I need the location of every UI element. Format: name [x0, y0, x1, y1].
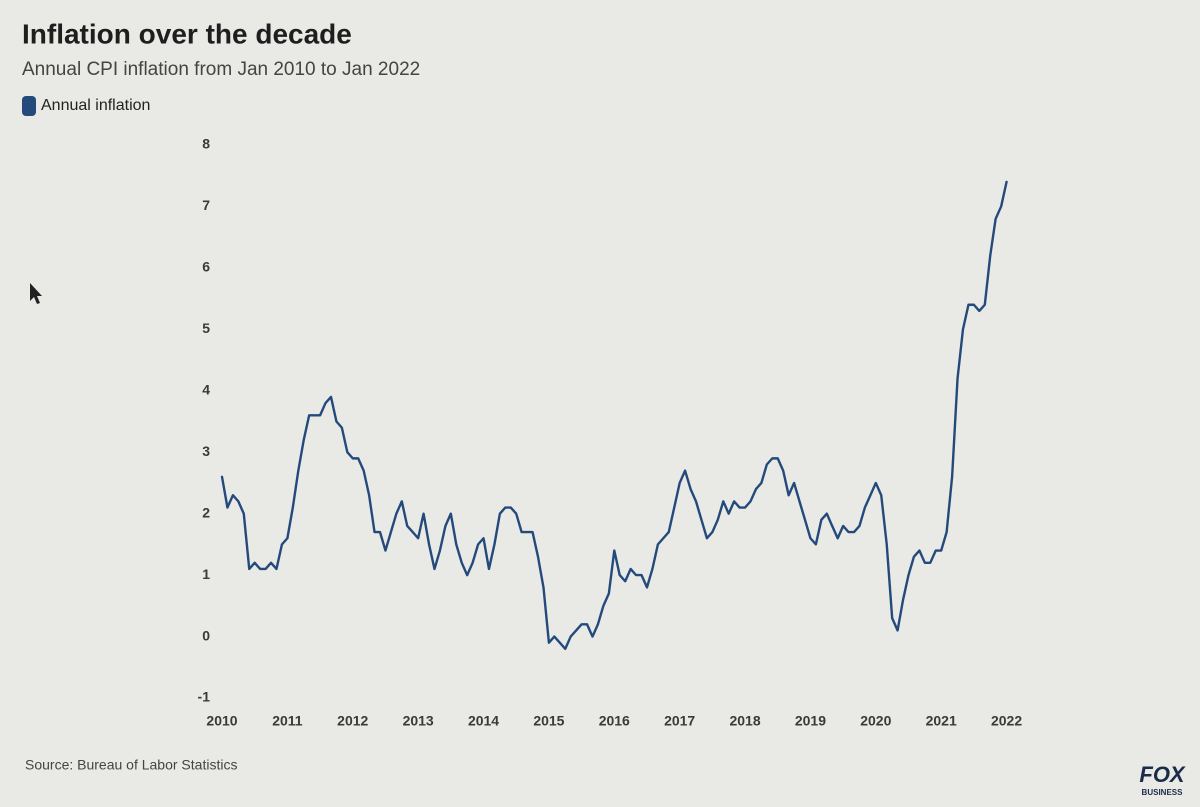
y-tick-label: -1	[198, 689, 211, 705]
chart-title: Inflation over the decade	[22, 18, 352, 49]
legend-label: Annual inflation	[41, 97, 150, 114]
x-tick-label: 2021	[926, 713, 957, 729]
x-tick-label: 2013	[403, 713, 434, 729]
y-tick-label: 6	[202, 259, 210, 275]
y-tick-label: 3	[202, 443, 210, 459]
x-tick-label: 2018	[729, 713, 760, 729]
x-tick-label: 2022	[991, 713, 1022, 729]
x-tick-label: 2020	[860, 713, 891, 729]
source-note: Source: Bureau of Labor Statistics	[25, 757, 237, 773]
y-tick-label: 8	[202, 136, 210, 152]
logo-sub: BUSINESS	[1142, 788, 1184, 797]
legend-swatch	[22, 96, 36, 116]
logo-main: FOX	[1139, 762, 1186, 787]
y-tick-label: 1	[202, 566, 210, 582]
mouse-cursor	[30, 283, 42, 304]
legend: Annual inflation	[22, 96, 150, 116]
y-tick-label: 2	[202, 504, 210, 520]
x-tick-label: 2017	[664, 713, 695, 729]
y-tick-label: 7	[202, 197, 210, 213]
x-tick-label: 2019	[795, 713, 826, 729]
x-tick-label: 2010	[206, 713, 237, 729]
plot-area: -1 0 1 2 3 4 5 6 7 8 2010 2011 2012 2013 2014 2015 2016 2…	[198, 136, 1023, 729]
x-tick-label: 2016	[599, 713, 630, 729]
y-tick-label: 0	[202, 627, 210, 643]
x-tick-label: 2012	[337, 713, 368, 729]
chart-subtitle: Annual CPI inflation from Jan 2010 to Ja…	[22, 59, 420, 80]
y-tick-label: 4	[202, 381, 210, 397]
data-line	[220, 180, 1008, 651]
y-tick-label: 5	[202, 320, 210, 336]
x-tick-label: 2015	[533, 713, 564, 729]
x-tick-label: 2011	[272, 713, 303, 729]
x-tick-label: 2014	[468, 713, 499, 729]
